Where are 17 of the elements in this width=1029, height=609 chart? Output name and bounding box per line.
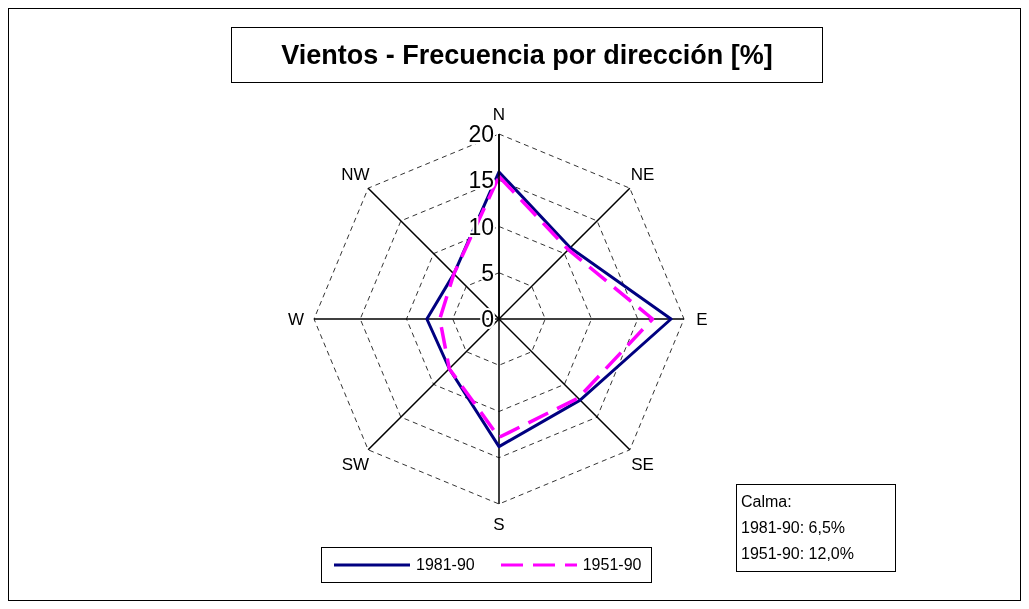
legend-label: 1981-90 [416,556,475,574]
spoke-label: SE [631,454,654,474]
spoke-label: E [696,310,708,329]
chart-title: Vientos - Frecuencia por dirección [%] [231,27,823,83]
spoke-label: N [492,105,506,124]
spoke-label: SW [341,454,370,474]
spoke-label: S [493,515,505,534]
y-tick-label: 15 [468,167,494,194]
spoke-label: W [287,310,305,329]
y-tick-label: 5 [481,259,494,286]
spoke-label: NW [341,165,370,185]
text: Calma: [741,492,793,512]
text: 1981-90: 6,5% [741,518,847,538]
spoke-label: NE [630,165,655,185]
text: 1951-90: 12,0% [741,544,855,564]
legend-label: 1951-90 [582,556,642,574]
y-tick-label: 20 [468,121,494,147]
